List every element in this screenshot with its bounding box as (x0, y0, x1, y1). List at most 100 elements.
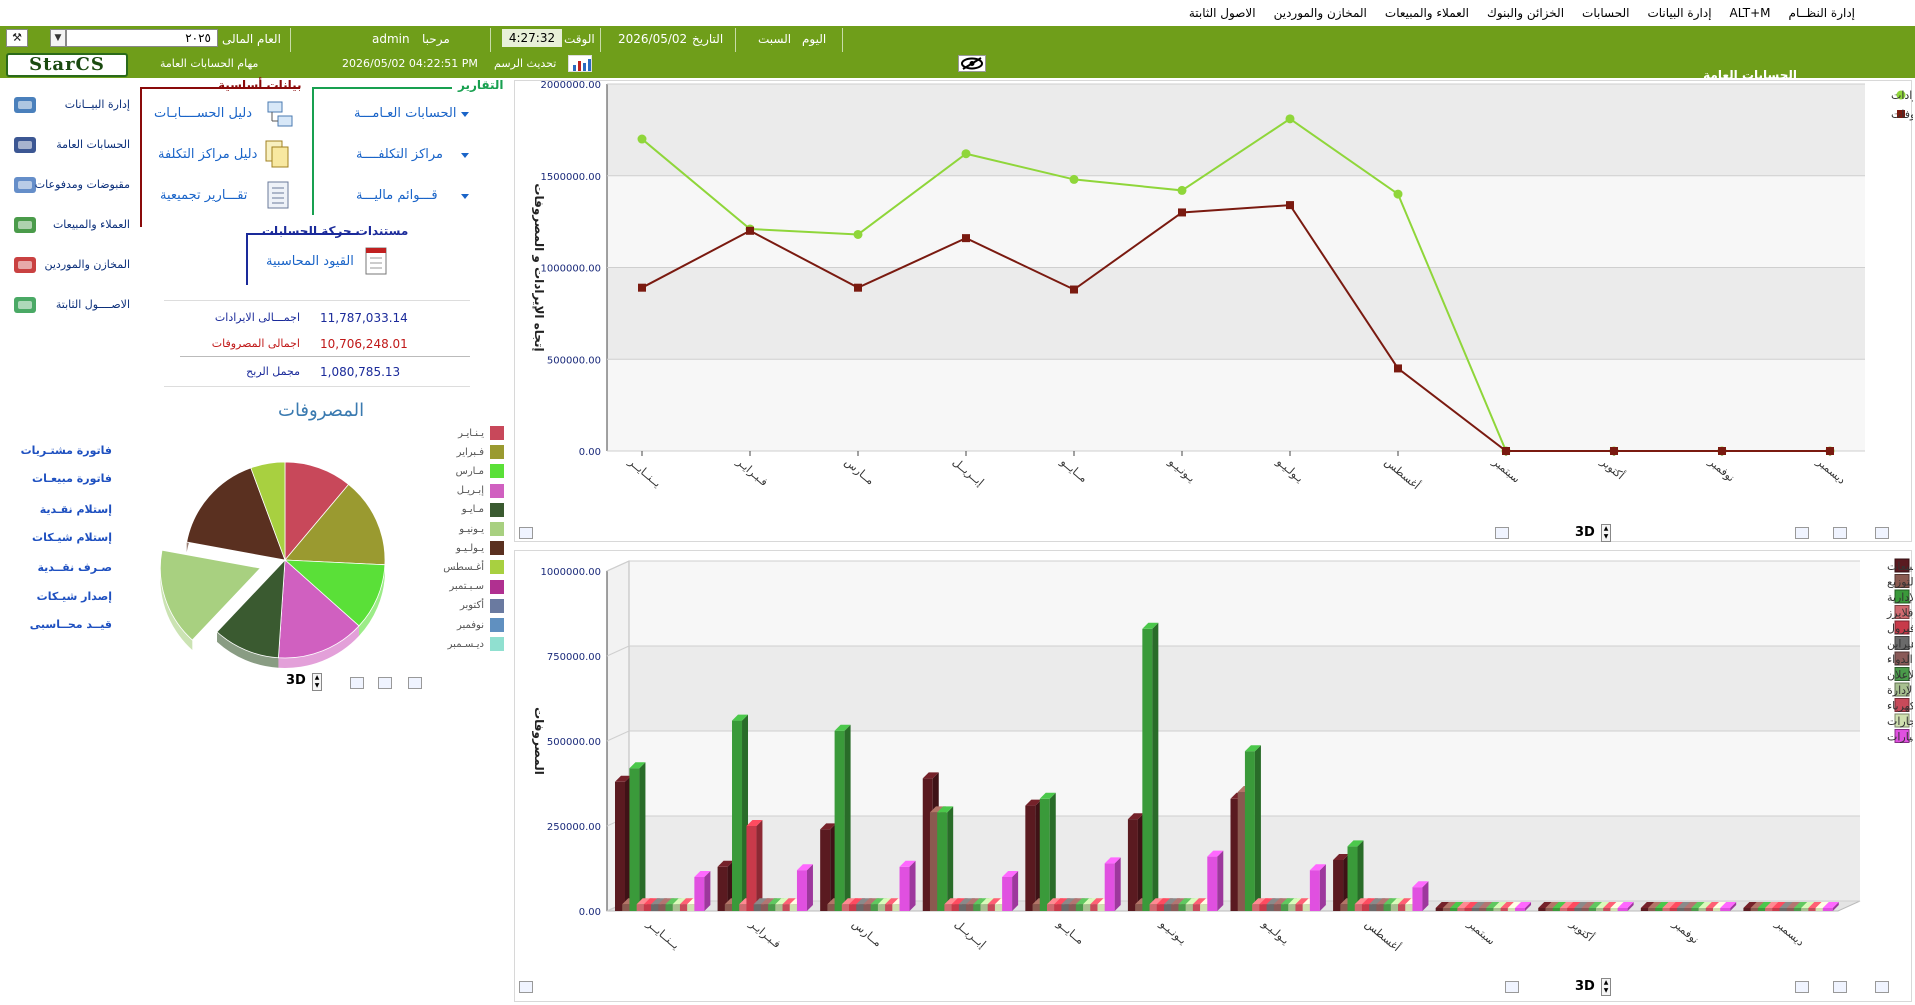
menu-item-3[interactable]: الحسابات (1582, 6, 1630, 20)
legend-label: فـبراير (456, 446, 484, 458)
chevron-down-icon[interactable] (461, 112, 469, 117)
divider (246, 233, 248, 285)
bar (1743, 908, 1754, 911)
print-chart-icon[interactable] (1875, 981, 1889, 993)
chevron-down-icon[interactable] (461, 194, 469, 199)
y-tick-label: 500000.00 (547, 737, 601, 748)
basic-data-title: بيانات أساسية (218, 78, 302, 92)
bar (1617, 908, 1628, 911)
y-tick-label: 2000000.00 (541, 81, 601, 91)
menu-item-0[interactable]: إدارة النظــام (1788, 6, 1855, 20)
bar (1104, 863, 1115, 911)
export-word-icon[interactable] (1833, 527, 1847, 539)
divider (290, 28, 291, 52)
general-accounts-report-link[interactable]: الحسابات العـامـــة (354, 106, 457, 121)
bar-top (1515, 902, 1532, 908)
bar (694, 877, 705, 911)
quick-link-5[interactable]: إصدار شيـكات (36, 590, 112, 603)
legend-swatch (1894, 667, 1910, 681)
x-tick-label: سبتمبر (1464, 917, 1497, 948)
export-excel-icon[interactable] (350, 677, 364, 689)
chart-type-icon[interactable] (1505, 981, 1519, 993)
bar (944, 904, 955, 911)
sidebar-item-4[interactable]: المخازن والموردين (8, 248, 134, 282)
export-excel-icon[interactable] (1795, 981, 1809, 993)
print-chart-icon[interactable] (408, 677, 422, 689)
bar (1691, 908, 1702, 911)
bar (622, 904, 633, 911)
cart-icon (14, 217, 36, 233)
cost-centers-report-link[interactable]: مراكز التكلفــــة (356, 147, 444, 162)
chart-type-icon[interactable] (1495, 527, 1509, 539)
legend-label: الايـــرادات (1891, 89, 1913, 102)
menu-item-2[interactable]: إدارة البيانات (1647, 6, 1712, 20)
line-3d-spinner[interactable]: ▲ ▼ (1601, 524, 1611, 542)
bar (717, 866, 728, 911)
y-tick-label: 0.00 (579, 907, 601, 918)
pie-legend-item: أكتوبر (430, 598, 504, 613)
print-chart-icon[interactable] (1875, 527, 1889, 539)
fiscal-year-select[interactable]: ٢٠٢٥ (66, 29, 218, 47)
export-excel-icon[interactable] (1795, 527, 1809, 539)
sidebar-item-label: المخازن والموردين (44, 258, 130, 271)
bar-3d-toggle-label: 3D (1575, 979, 1595, 994)
bar (1581, 908, 1592, 911)
chart-palette-icon[interactable] (519, 527, 533, 539)
menu-item-1[interactable]: ALT+M (1729, 6, 1771, 20)
bar (768, 904, 779, 911)
sidebar-item-5[interactable]: الاصــــول الثابتة (8, 288, 134, 322)
year-dropdown-button[interactable]: ▼ (50, 29, 66, 47)
bar-top (1309, 864, 1326, 871)
x-tick-label: فـبـرايـر (733, 455, 770, 489)
sidebar-item-1[interactable]: الحسابات العامة (8, 128, 134, 162)
refresh-chart-label[interactable]: تحديث الرسم (494, 57, 557, 70)
bar (1471, 908, 1482, 911)
financial-statements-link[interactable]: قـــوائم ماليـــة (356, 188, 438, 203)
refresh-chart-icon[interactable] (568, 55, 592, 72)
bar (1266, 904, 1277, 911)
export-word-icon[interactable] (378, 677, 392, 689)
chart-palette-icon[interactable] (519, 981, 533, 993)
chart-of-accounts-link[interactable]: دليل الحســــابـات (154, 106, 253, 121)
menu-item-7[interactable]: الاصول الثابتة (1188, 6, 1256, 20)
menu-item-5[interactable]: العملاء والمبيعات (1384, 6, 1469, 20)
quick-link-3[interactable]: إستلام شيـكات (32, 531, 112, 544)
x-tick-label: إبــريــل (952, 917, 988, 950)
y-tick-label: 1000000.00 (541, 264, 601, 275)
summary-reports-link[interactable]: تقـــارير تجميعية (160, 188, 248, 203)
tool-icon[interactable]: ⚒ (6, 29, 28, 47)
quick-link-6[interactable]: قيــد محــاسبى (29, 618, 112, 631)
bar (994, 904, 1005, 911)
y-axis-label: المصروفات (531, 707, 546, 775)
pie-legend-item: نوفمبر (430, 618, 504, 632)
data-point (1178, 208, 1186, 217)
x-tick-label: مــايــو (1054, 917, 1087, 948)
bar-side (1217, 850, 1224, 911)
bar-top (1720, 902, 1737, 908)
chevron-down-icon[interactable] (461, 153, 469, 158)
quick-link-2[interactable]: إستلام نقـدية (39, 503, 112, 516)
sidebar-item-0[interactable]: إدارة البيــانات (8, 88, 134, 122)
bar (1772, 908, 1783, 911)
menu-item-4[interactable]: الخزائن والبنوك (1486, 6, 1565, 20)
quick-link-1[interactable]: فاتورة مبيعـات (32, 472, 112, 485)
bar (658, 904, 669, 911)
hide-eye-icon[interactable] (958, 55, 986, 72)
menu-item-6[interactable]: المخازن والموردين (1273, 6, 1367, 20)
sidebar-item-3[interactable]: العملاء والمبيعات (8, 208, 134, 242)
pie-3d-spinner[interactable]: ▲ ▼ (312, 673, 322, 691)
cost-centers-guide-link[interactable]: دليل مراكز التكلفة (158, 147, 258, 162)
bar (1765, 908, 1776, 911)
quick-link-0[interactable]: فاتورة مشتـريات (20, 444, 112, 457)
bar-3d-spinner[interactable]: ▲ ▼ (1601, 978, 1611, 996)
legend-swatch (1894, 620, 1910, 635)
bar (1478, 908, 1489, 911)
grid-line (606, 560, 630, 572)
bar (1288, 904, 1299, 911)
journal-entries-link[interactable]: القيود المحاسبية (266, 254, 354, 269)
sidebar-item-2[interactable]: مقبوضات ومدفوعات (8, 168, 134, 202)
quick-link-4[interactable]: صـرف نقــدية (37, 561, 112, 574)
total-revenue-value: 11,787,033.14 (320, 311, 408, 325)
bar-top (1104, 857, 1121, 864)
export-word-icon[interactable] (1833, 981, 1847, 993)
